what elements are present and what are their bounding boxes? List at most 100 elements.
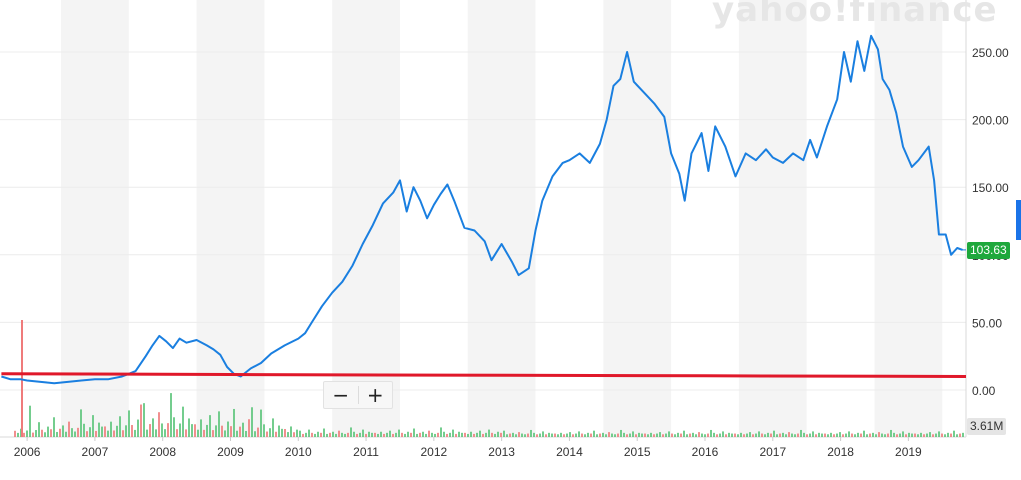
volume-bar [110, 421, 112, 437]
volume-bar [311, 432, 313, 437]
x-tick-label: 2012 [421, 445, 448, 459]
volume-bar [281, 428, 283, 437]
volume-bar [443, 431, 445, 437]
volume-bar [239, 426, 241, 437]
volume-bar [29, 405, 31, 437]
volume-bar [344, 433, 346, 437]
volume-bar [527, 433, 529, 437]
volume-bar [56, 431, 58, 437]
volume-bar [236, 430, 238, 437]
year-band [61, 0, 129, 437]
volume-bar [386, 432, 388, 437]
volume-bar [350, 427, 352, 437]
volume-bar [143, 403, 145, 437]
volume-bar [710, 429, 712, 437]
volume-bar [14, 430, 16, 437]
volume-bar [716, 434, 718, 437]
volume-bar [275, 431, 277, 437]
volume-bar [530, 429, 532, 437]
volume-bar [476, 432, 478, 437]
volume-bar [704, 434, 706, 437]
y-tick-label: 250.00 [972, 46, 1009, 60]
volume-bar [254, 431, 256, 437]
volume-bar [89, 427, 91, 437]
volume-bar [782, 432, 784, 437]
volume-bar [554, 433, 556, 437]
volume-bar [926, 433, 928, 437]
volume-bar [929, 432, 931, 437]
watermark-yahoo-finance: yahoo!finance [712, 0, 998, 30]
volume-bar [518, 432, 520, 437]
volume-bar [77, 427, 79, 437]
volume-bar [572, 434, 574, 437]
year-band [196, 0, 265, 437]
volume-bar [470, 431, 472, 437]
volume-bar [791, 433, 793, 437]
volume-bar [53, 417, 55, 437]
volume-bar [956, 434, 958, 437]
volume-bar [905, 434, 907, 437]
x-tick-label: 2014 [556, 445, 583, 459]
volume-bar [566, 433, 568, 437]
volume-bar [899, 433, 901, 437]
volume-bar [152, 418, 154, 437]
volume-bar [857, 432, 859, 437]
volume-bar [614, 434, 616, 437]
zoom-out-button[interactable]: − [332, 383, 350, 407]
volume-bar [605, 434, 607, 437]
volume-bar [683, 430, 685, 437]
zoom-in-button[interactable]: + [366, 383, 384, 407]
volume-bar [251, 407, 253, 437]
volume-bar [680, 433, 682, 437]
volume-bar [545, 434, 547, 437]
volume-bar [260, 409, 262, 437]
volume-bar [722, 431, 724, 437]
volume-bar [797, 433, 799, 437]
volume-bar [452, 429, 454, 437]
volume-bar [26, 430, 28, 437]
volume-bar [185, 429, 187, 437]
volume-bar [71, 428, 73, 437]
volume-bar [842, 434, 844, 437]
volume-bar [317, 431, 319, 437]
volume-bar [326, 433, 328, 437]
volume-bar [146, 429, 148, 437]
volume-bar [371, 432, 373, 437]
volume-bar [98, 422, 100, 437]
volume-bar [302, 433, 304, 437]
volume-bar [734, 433, 736, 437]
volume-bar [548, 432, 550, 437]
overlay-red-line [1, 372, 967, 378]
volume-bar [431, 432, 433, 437]
volume-bar [155, 429, 157, 437]
volume-bar [242, 422, 244, 437]
volume-bar [188, 418, 190, 437]
volume-bar [467, 433, 469, 437]
volume-bar [176, 429, 178, 437]
volume-bar [191, 424, 193, 437]
volume-bar [608, 432, 610, 437]
volume-bar [62, 425, 64, 437]
volume-bar [92, 415, 94, 437]
volume-bar [263, 424, 265, 437]
volume-bar [602, 432, 604, 437]
volume-bar [707, 433, 709, 437]
volume-bar [122, 430, 124, 437]
volume-bar [731, 433, 733, 437]
volume-bar [815, 434, 817, 437]
volume-bar [947, 432, 949, 437]
volume-bar [653, 434, 655, 437]
volume-bar [674, 434, 676, 437]
volume-bar [215, 425, 217, 437]
volume-bar [338, 430, 340, 437]
x-tick-label: 2018 [827, 445, 854, 459]
volume-bar [17, 432, 19, 437]
volume-bar [812, 431, 814, 437]
volume-bar [506, 434, 508, 437]
volume-bar [599, 433, 601, 437]
volume-bar [80, 409, 82, 437]
volume-bar [41, 429, 43, 437]
volume-bar [314, 433, 316, 437]
year-band [332, 0, 400, 437]
volume-bar [368, 431, 370, 437]
